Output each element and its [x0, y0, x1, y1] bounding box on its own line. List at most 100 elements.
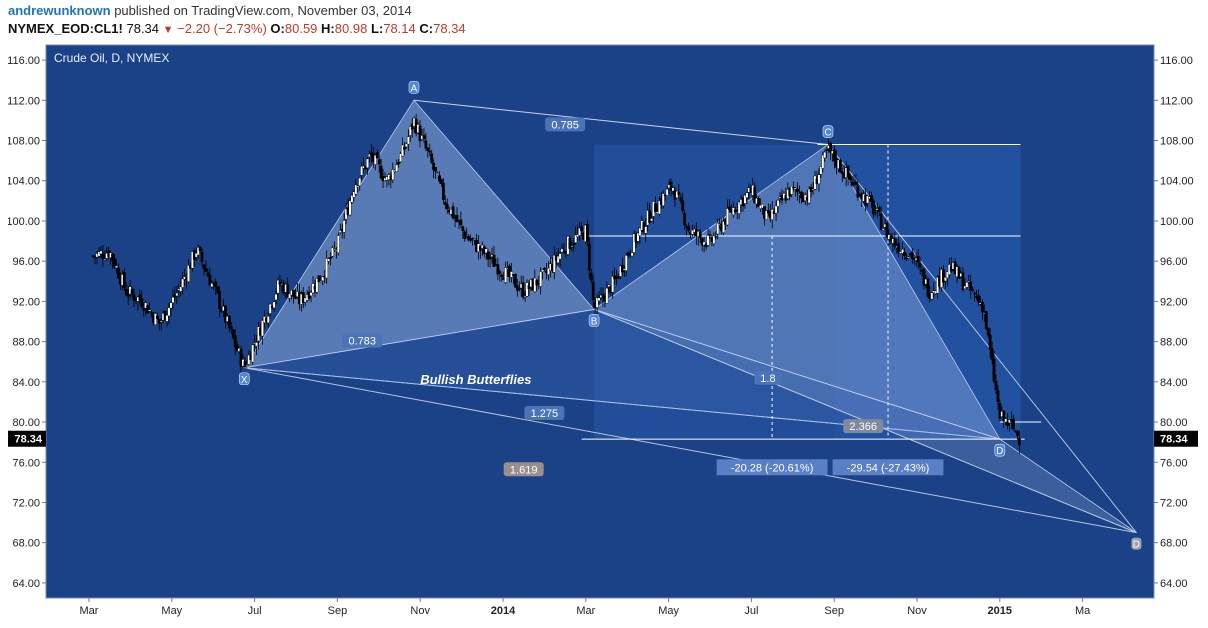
candle	[206, 272, 210, 277]
candle	[379, 165, 383, 179]
candle	[881, 228, 885, 231]
candle	[901, 249, 904, 254]
candle	[889, 235, 893, 241]
candle	[957, 267, 961, 279]
candle	[825, 149, 829, 152]
published-text: published on TradingView.com, November 0…	[114, 3, 412, 18]
candle	[443, 202, 447, 206]
candle	[605, 287, 609, 304]
candle	[595, 297, 599, 308]
candle	[356, 185, 360, 188]
candle	[794, 187, 797, 190]
candle	[636, 232, 640, 242]
y-tick-label-left: 108.00	[8, 136, 40, 148]
x-tick-label: May	[161, 605, 182, 617]
candle	[716, 222, 720, 235]
candle	[496, 264, 500, 275]
ratio-label-bg	[843, 419, 884, 434]
point-d2-label: D	[1133, 540, 1140, 551]
candle	[578, 228, 581, 236]
author-link[interactable]: andrewunknown	[8, 3, 111, 18]
candle	[944, 276, 947, 282]
candle	[829, 142, 832, 153]
candle	[743, 195, 747, 204]
candle	[399, 153, 402, 163]
candle	[942, 269, 945, 283]
candle	[122, 272, 126, 288]
candle	[327, 258, 330, 262]
candle	[517, 287, 521, 290]
y-tick-label-right: 72.00	[1160, 497, 1188, 509]
candle	[391, 169, 395, 181]
candle	[648, 210, 652, 223]
open-value: 80.59	[284, 21, 318, 36]
chart-title: Crude Oil, D, NYMEX	[54, 51, 169, 65]
candle	[243, 361, 247, 367]
candle	[418, 125, 422, 142]
price-chart[interactable]: 116.00 116.00 112.00 112.00 108.00 108.00 104.…	[6, 43, 1202, 623]
point-c-label-bg	[822, 125, 834, 138]
candle	[377, 159, 381, 165]
high-label: H:	[321, 21, 335, 36]
candle	[607, 284, 611, 287]
candle	[624, 255, 628, 272]
candle	[558, 253, 562, 260]
candle	[513, 274, 517, 288]
candle	[138, 294, 142, 301]
candle	[255, 342, 258, 347]
candle	[142, 308, 146, 311]
ratio-label: 2.366	[849, 421, 877, 433]
measurement-label-bg	[716, 459, 828, 476]
candle	[885, 222, 889, 238]
x-tick-label: Sep	[824, 605, 844, 617]
y-tick-label-left: 88.00	[12, 337, 40, 349]
candle	[268, 303, 272, 314]
candle	[722, 221, 725, 233]
y-tick-label-right: 96.00	[1160, 256, 1188, 268]
y-tick-label-left: 116.00	[8, 55, 40, 67]
candle	[679, 197, 683, 201]
y-tick-label-right: 100.00	[1160, 216, 1194, 228]
candle	[870, 195, 873, 202]
candle	[227, 315, 231, 329]
candle	[523, 295, 527, 298]
x-tick-label: Jul	[744, 605, 758, 617]
candle	[325, 258, 329, 279]
candle	[165, 314, 169, 322]
candle	[405, 143, 408, 148]
candle	[585, 223, 589, 242]
candle	[945, 271, 949, 279]
candle	[800, 191, 803, 199]
y-tick-label-right: 68.00	[1160, 538, 1188, 550]
last-price-tag-right: 78.34	[1160, 434, 1188, 446]
candle	[441, 182, 445, 200]
candle	[560, 248, 564, 253]
measurement-label-bg	[832, 459, 944, 476]
candle	[632, 233, 636, 253]
candle	[428, 151, 432, 153]
candle	[229, 326, 233, 330]
x-tick-label: Sep	[328, 605, 348, 617]
candle	[342, 220, 346, 233]
candle	[535, 279, 539, 286]
candle	[819, 166, 823, 175]
candle	[171, 297, 175, 303]
candle	[278, 281, 282, 285]
candle	[397, 161, 401, 165]
candle	[745, 192, 749, 198]
y-tick-label-left: 104.00	[8, 176, 40, 188]
point-b-label: B	[591, 316, 598, 327]
low-label: L:	[370, 21, 384, 36]
y-tick-label-left: 76.00	[12, 457, 40, 469]
candle	[1012, 419, 1015, 430]
close-value: 78.34	[433, 21, 466, 36]
chart-area[interactable]: 116.00 116.00 112.00 112.00 108.00 108.00 104.…	[6, 43, 1202, 623]
down-arrow-icon: ▼	[162, 24, 174, 36]
candle	[728, 206, 731, 210]
ac-leg	[413, 99, 829, 146]
candle	[321, 276, 325, 282]
y-tick-label-left: 96.00	[12, 256, 40, 268]
candle	[986, 328, 990, 336]
candle	[331, 247, 334, 257]
y-tick-label-left: 100.00	[8, 216, 40, 228]
